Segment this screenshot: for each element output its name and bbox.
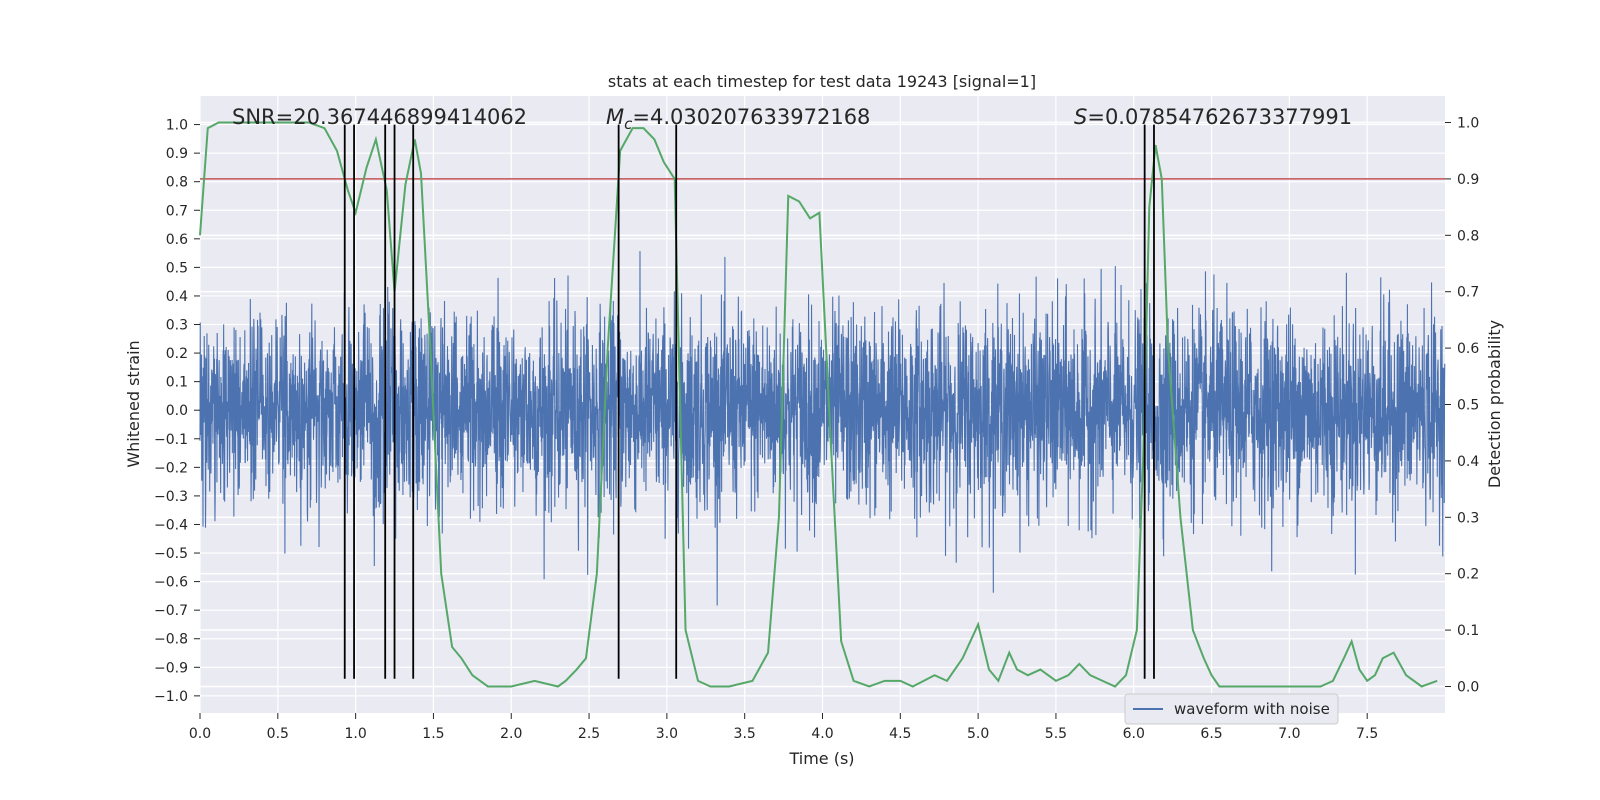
y-tick-label: 0.8 xyxy=(166,175,188,191)
x-tick-label: 2.0 xyxy=(500,726,522,742)
chirp-mass-annotation: Mc=4.030207633972168 xyxy=(606,105,870,133)
y2-tick-label: 0.4 xyxy=(1457,454,1479,470)
x-tick-label: 0.5 xyxy=(267,726,289,742)
y-tick-label: 0.0 xyxy=(166,403,188,419)
y-tick-label: −0.8 xyxy=(154,632,188,648)
x-tick-label: 3.5 xyxy=(734,726,756,742)
x-tick-label: 3.0 xyxy=(656,726,678,742)
x-tick-label: 1.5 xyxy=(422,726,444,742)
y2-tick-label: 0.8 xyxy=(1457,228,1479,244)
y2-tick-label: 0.6 xyxy=(1457,341,1479,357)
probability-line xyxy=(199,121,1438,688)
x-tick-label: 4.5 xyxy=(889,726,911,742)
x-tick-label: 0.0 xyxy=(189,726,211,742)
y-tick-label: 1.0 xyxy=(166,118,188,134)
y-tick-label: −0.6 xyxy=(154,575,188,591)
chart-title: stats at each timestep for test data 192… xyxy=(608,72,1036,91)
y-axis-label: Whitened strain xyxy=(124,340,143,467)
probability-series xyxy=(199,121,1438,688)
x-tick-label: 6.0 xyxy=(1123,726,1145,742)
y-tick-label: −0.4 xyxy=(154,517,188,533)
x-tick-label: 2.5 xyxy=(578,726,600,742)
y2-tick-label: 0.9 xyxy=(1457,172,1479,188)
y-tick-label: 0.3 xyxy=(166,318,188,334)
legend-label-waveform: waveform with noise xyxy=(1174,700,1330,718)
y2-tick-label: 1.0 xyxy=(1457,116,1479,132)
waveform-series xyxy=(199,251,1446,606)
y-tick-label: −1.0 xyxy=(154,689,188,705)
x-tick-label: 6.5 xyxy=(1200,726,1222,742)
snr-annotation: SNR=20.367446899414062 xyxy=(232,105,527,129)
x-tick-label: 7.5 xyxy=(1356,726,1378,742)
y2-tick-label: 0.3 xyxy=(1457,510,1479,526)
y2-tick-label: 0.0 xyxy=(1457,679,1479,695)
y-axis-left: 1.0 0.9 0.8 0.7 0.6 0.5 0.4 0.3 0.2 0.1 0.0 −0.1 −0.… xyxy=(154,118,200,705)
y-tick-label: 0.1 xyxy=(166,375,188,391)
y2-axis-label: Detection probability xyxy=(1485,320,1504,488)
x-tick-label: 4.0 xyxy=(811,726,833,742)
x-tick-label: 1.0 xyxy=(344,726,366,742)
y-tick-label: −0.9 xyxy=(154,660,188,676)
y-axis-right: 0.0 0.1 0.2 0.3 0.4 0.5 0.6 0.7 0.8 0.9 1.0 xyxy=(1445,116,1479,695)
x-axis-label: Time (s) xyxy=(788,749,854,768)
y-tick-label: −0.1 xyxy=(154,432,188,448)
y-tick-label: 0.5 xyxy=(166,260,188,276)
y-tick-label: 0.9 xyxy=(166,146,188,162)
event-lines xyxy=(343,124,1155,679)
waveform-line xyxy=(199,251,1446,606)
y-tick-label: 0.6 xyxy=(166,232,188,248)
y-tick-label: −0.5 xyxy=(154,546,188,562)
y-tick-label: 0.2 xyxy=(166,346,188,362)
y-tick-label: −0.2 xyxy=(154,460,188,476)
y2-tick-label: 0.5 xyxy=(1457,398,1479,414)
y-tick-label: 0.7 xyxy=(166,203,188,219)
score-annotation: S=0.07854762673377991 xyxy=(1074,105,1352,129)
y2-tick-label: 0.2 xyxy=(1457,567,1479,583)
x-axis: 0.0 0.5 1.0 1.5 2.0 2.5 3.0 3.5 4.0 4.5 5.0 5.5 6.0 6… xyxy=(189,713,1378,742)
y-tick-label: −0.3 xyxy=(154,489,188,505)
y-tick-label: −0.7 xyxy=(154,603,188,619)
x-tick-label: 5.5 xyxy=(1045,726,1067,742)
y-tick-label: 0.4 xyxy=(166,289,188,305)
x-tick-label: 7.0 xyxy=(1278,726,1300,742)
legend-box xyxy=(1124,693,1339,725)
x-tick-label: 5.0 xyxy=(967,726,989,742)
y2-tick-label: 0.7 xyxy=(1457,285,1479,301)
legend: waveform with noise xyxy=(1124,693,1339,725)
y2-tick-label: 0.1 xyxy=(1457,623,1479,639)
